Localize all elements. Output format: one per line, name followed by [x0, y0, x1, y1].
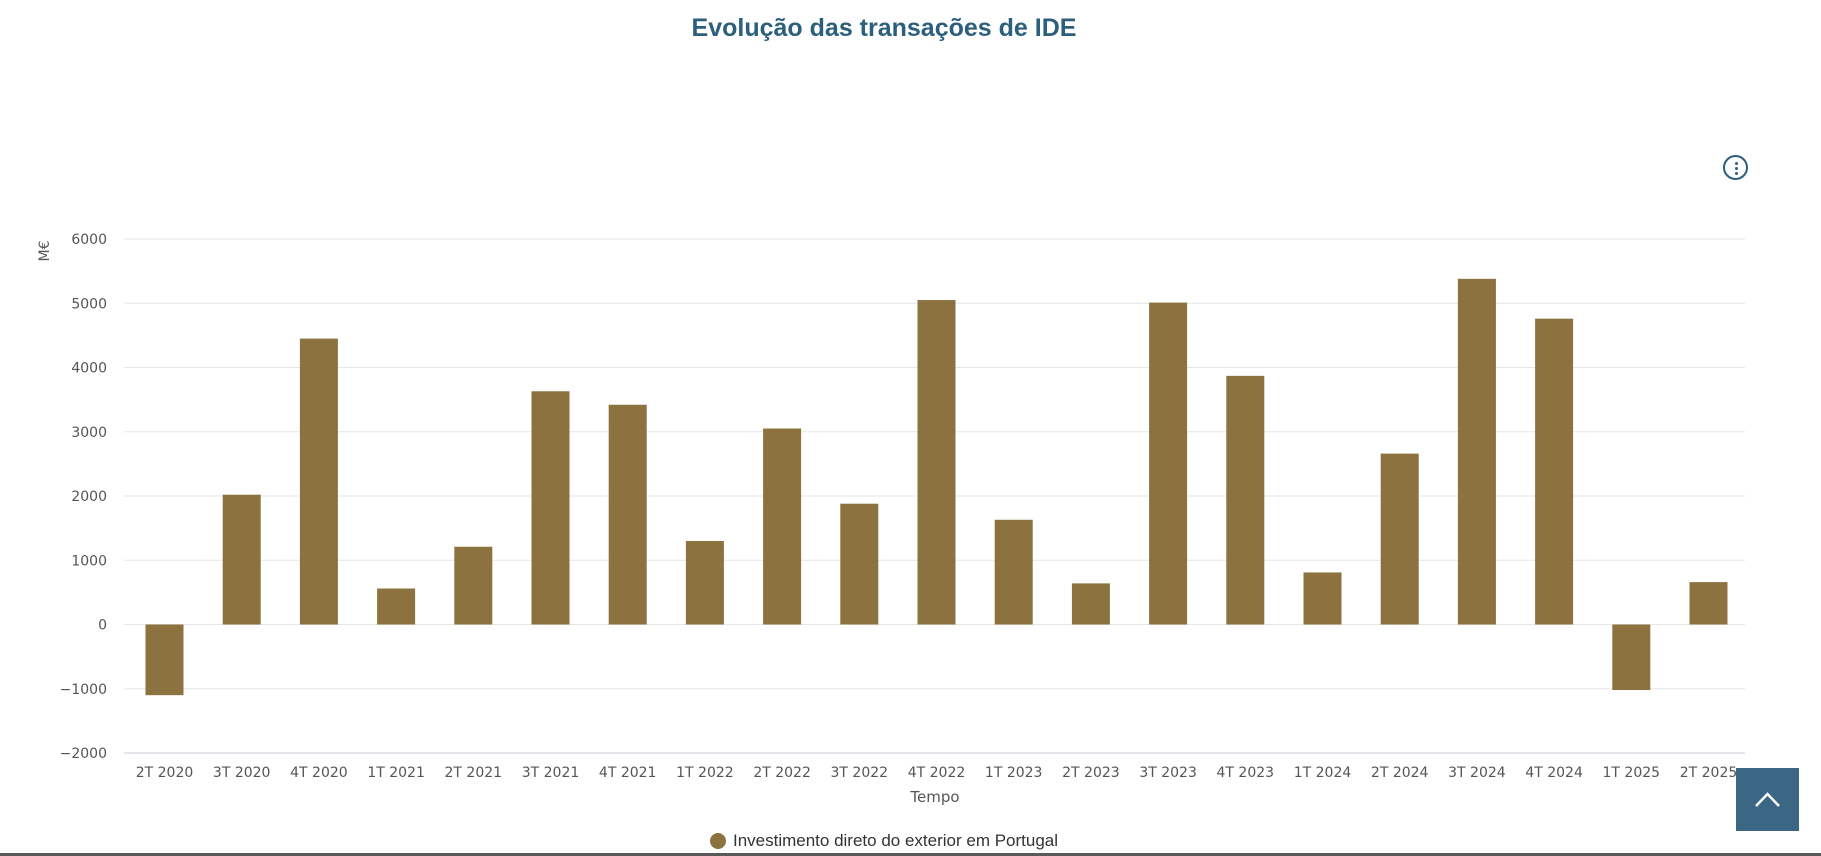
y-tick-label: 4000 [71, 361, 107, 377]
x-tick-label: 4T 2024 [1525, 765, 1583, 781]
y-tick-label: 1000 [71, 553, 107, 569]
y-tick-label: 3000 [71, 425, 107, 441]
scroll-to-top-button[interactable] [1736, 768, 1799, 831]
bar[interactable] [1381, 454, 1419, 625]
x-tick-label: 3T 2022 [831, 765, 889, 781]
y-tick-label: 2000 [71, 489, 107, 505]
x-axis-label: Tempo [909, 788, 959, 806]
x-tick-label: 2T 2020 [136, 765, 194, 781]
x-tick-label: 4T 2022 [908, 765, 966, 781]
bar[interactable] [1458, 279, 1496, 625]
x-tick-label: 3T 2020 [213, 765, 271, 781]
bar[interactable] [146, 625, 184, 696]
x-tick-label: 2T 2025 [1680, 765, 1738, 781]
x-tick-label: 2T 2023 [1062, 765, 1120, 781]
bar[interactable] [840, 504, 878, 625]
x-axis-ticks: 2T 2020 3T 2020 4T 2020 1T 2021 2T 2021 3T 20… [136, 765, 1738, 781]
x-tick-label: 1T 2022 [676, 765, 734, 781]
x-tick-label: 1T 2024 [1294, 765, 1352, 781]
bar[interactable] [918, 300, 956, 624]
bar[interactable] [1072, 583, 1110, 624]
bar[interactable] [1612, 625, 1650, 691]
legend: Investimento direto do exterior em Portu… [0, 831, 1768, 854]
bar[interactable] [686, 541, 724, 625]
bar[interactable] [532, 391, 570, 624]
bar[interactable] [1226, 376, 1264, 625]
x-tick-label: 4T 2020 [290, 765, 348, 781]
legend-label: Investimento direto do exterior em Portu… [733, 831, 1058, 851]
legend-item[interactable]: Investimento direto do exterior em Portu… [710, 831, 1058, 851]
bars [146, 279, 1728, 695]
x-tick-label: 3T 2024 [1448, 765, 1506, 781]
y-axis-ticks: −2000 −1000 0 1000 2000 3000 4000 5000 6000 [60, 232, 107, 762]
y-tick-label: −1000 [60, 682, 107, 698]
bar[interactable] [223, 495, 261, 625]
bar[interactable] [1149, 303, 1187, 625]
bar[interactable] [609, 405, 647, 625]
bar[interactable] [377, 589, 415, 625]
y-tick-label: 5000 [71, 296, 107, 312]
y-axis-label: M€ [37, 241, 53, 262]
x-tick-label: 2T 2022 [753, 765, 811, 781]
bar[interactable] [1535, 319, 1573, 625]
x-tick-label: 4T 2023 [1217, 765, 1275, 781]
x-tick-label: 2T 2021 [445, 765, 503, 781]
legend-marker [710, 833, 726, 849]
bar-chart: −2000 −1000 0 1000 2000 3000 4000 5000 6000 2T 2… [0, 0, 1821, 820]
bar[interactable] [1690, 582, 1728, 624]
bar[interactable] [1304, 572, 1342, 624]
x-tick-label: 3T 2023 [1139, 765, 1197, 781]
x-tick-label: 3T 2021 [522, 765, 580, 781]
x-tick-label: 1T 2021 [367, 765, 425, 781]
x-tick-label: 2T 2024 [1371, 765, 1429, 781]
y-tick-label: −2000 [60, 746, 107, 762]
bar[interactable] [763, 429, 801, 625]
chevron-up-icon [1754, 790, 1781, 808]
x-tick-label: 1T 2023 [985, 765, 1043, 781]
bar[interactable] [995, 520, 1033, 625]
bar[interactable] [300, 339, 338, 625]
x-tick-label: 1T 2025 [1603, 765, 1661, 781]
x-tick-label: 4T 2021 [599, 765, 657, 781]
bar[interactable] [454, 547, 492, 625]
y-tick-label: 0 [98, 618, 107, 634]
y-tick-label: 6000 [71, 232, 107, 248]
